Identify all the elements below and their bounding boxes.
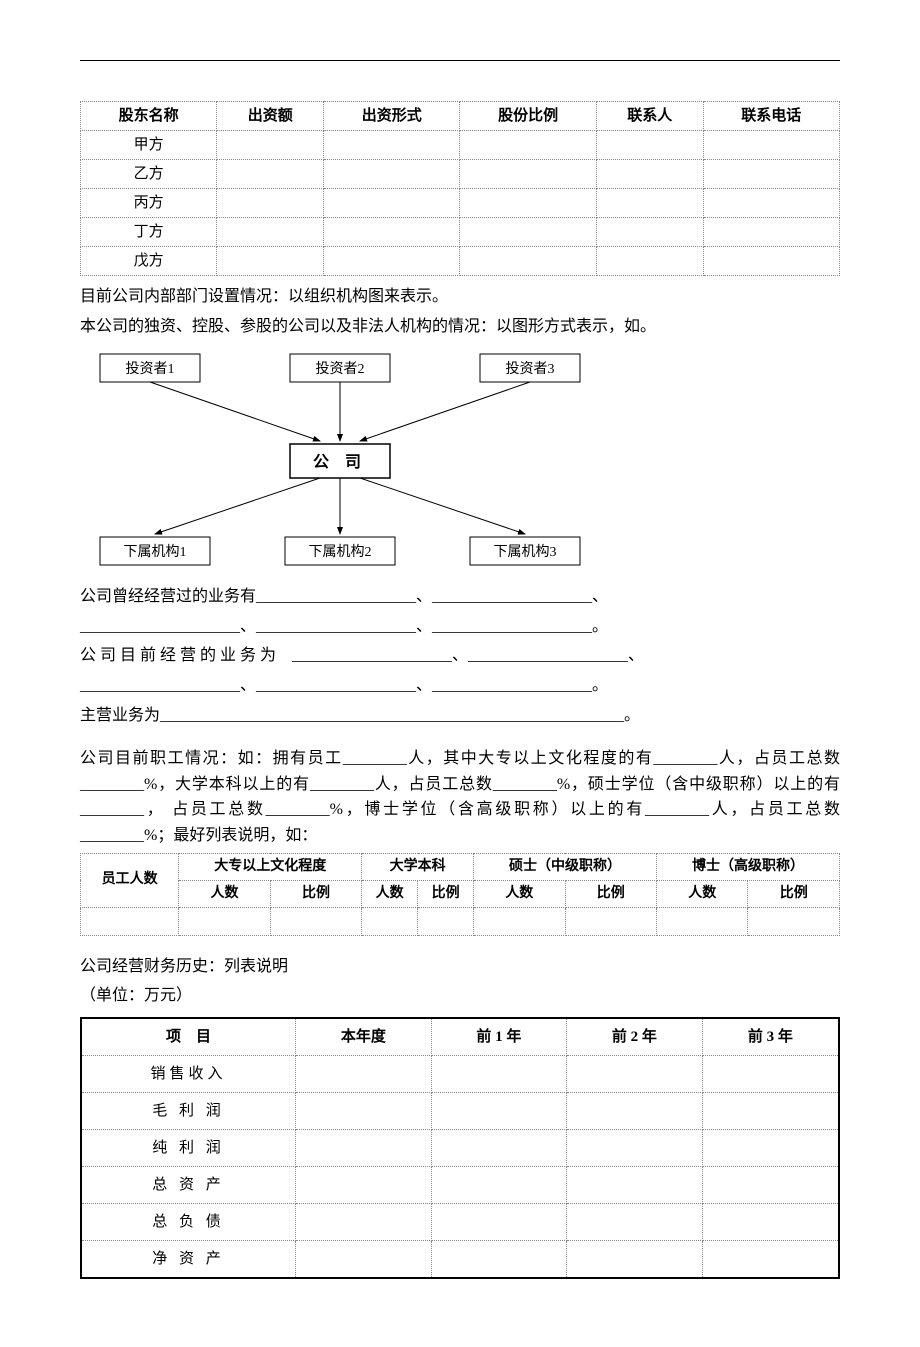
fin-row: 总 资 产	[81, 1166, 296, 1203]
fin-h: 项 目	[81, 1018, 296, 1056]
fin-h: 前 2 年	[567, 1018, 703, 1056]
current-business-line2: ____________________、___________________…	[80, 673, 840, 699]
emp-g3: 硕士（中级职称）	[474, 853, 657, 880]
org-chart-note: 目前公司内部部门设置情况：以组织机构图来表示。	[80, 284, 840, 310]
td: 丙方	[81, 189, 217, 218]
fin-h: 本年度	[296, 1018, 432, 1056]
emp-sub: 比例	[270, 880, 361, 907]
subsidiary-3: 下属机构3	[494, 544, 557, 560]
investor-2: 投资者2	[316, 361, 365, 377]
shareholder-table: 股东名称 出资额 出资形式 股份比例 联系人 联系电话 甲方 乙方 丙方 丁方 …	[80, 101, 840, 276]
emp-g2: 大学本科	[362, 853, 474, 880]
emp-g1: 大专以上文化程度	[179, 853, 362, 880]
emp-g4: 博士（高级职称）	[657, 853, 840, 880]
emp-sub: 人数	[474, 880, 565, 907]
th: 股份比例	[460, 102, 596, 131]
org-diagram: 投资者1 投资者2 投资者3 公 司 下属机构1 下属机构2 下属机构3	[80, 349, 840, 569]
past-business-line2: ____________________、___________________…	[80, 614, 840, 640]
td: 乙方	[81, 160, 217, 189]
fin-row: 毛 利 润	[81, 1092, 296, 1129]
emp-sub: 比例	[418, 880, 474, 907]
th: 股东名称	[81, 102, 217, 131]
finance-title: 公司经营财务历史：列表说明	[80, 954, 840, 980]
emp-sub: 比例	[565, 880, 656, 907]
main-business: 主营业务为___________________________________…	[80, 703, 840, 729]
emp-sub: 人数	[657, 880, 748, 907]
emp-sub: 人数	[362, 880, 418, 907]
fin-row: 纯 利 润	[81, 1129, 296, 1166]
company-center: 公 司	[313, 453, 367, 471]
fin-h: 前 3 年	[702, 1018, 839, 1056]
subsidiary-note: 本公司的独资、控股、参股的公司以及非法人机构的情况：以图形方式表示，如。	[80, 314, 840, 340]
past-business: 公司曾经经营过的业务有____________________、________…	[80, 584, 840, 610]
td: 甲方	[81, 131, 217, 160]
current-business-label: 公 司 目 前 经 营 的 业 务 为	[80, 647, 276, 664]
employee-table: 员工人数 大专以上文化程度 大学本科 硕士（中级职称） 博士（高级职称） 人数 …	[80, 853, 840, 936]
emp-sub: 比例	[748, 880, 840, 907]
fin-row: 总 负 债	[81, 1203, 296, 1240]
emp-sub: 人数	[179, 880, 270, 907]
th: 出资额	[217, 102, 324, 131]
fin-row: 净 资 产	[81, 1240, 296, 1278]
employee-intro: 公司目前职工情况：如：拥有员工________人，其中大专以上文化程度的有___…	[80, 746, 840, 848]
subsidiary-2: 下属机构2	[309, 544, 372, 560]
th: 联系人	[596, 102, 703, 131]
td: 丁方	[81, 218, 217, 247]
emp-h1: 员工人数	[81, 853, 179, 908]
subsidiary-1: 下属机构1	[124, 544, 187, 560]
finance-table: 项 目 本年度 前 1 年 前 2 年 前 3 年 销售收入 毛 利 润 纯 利…	[80, 1017, 840, 1279]
td: 戊方	[81, 247, 217, 276]
th: 联系电话	[703, 102, 839, 131]
investor-3: 投资者3	[506, 361, 555, 377]
fin-row: 销售收入	[81, 1055, 296, 1092]
main-business-label: 主营业务为	[80, 707, 160, 724]
fin-h: 前 1 年	[431, 1018, 567, 1056]
past-business-label: 公司曾经经营过的业务有	[80, 588, 256, 605]
th: 出资形式	[324, 102, 460, 131]
investor-1: 投资者1	[126, 361, 175, 377]
finance-unit: （单位：万元）	[80, 983, 840, 1009]
current-business: 公 司 目 前 经 营 的 业 务 为 ____________________…	[80, 643, 840, 669]
diagram-svg: 投资者1 投资者2 投资者3 公 司 下属机构1 下属机构2 下属机构3	[80, 349, 640, 569]
page-top-rule	[80, 60, 840, 61]
